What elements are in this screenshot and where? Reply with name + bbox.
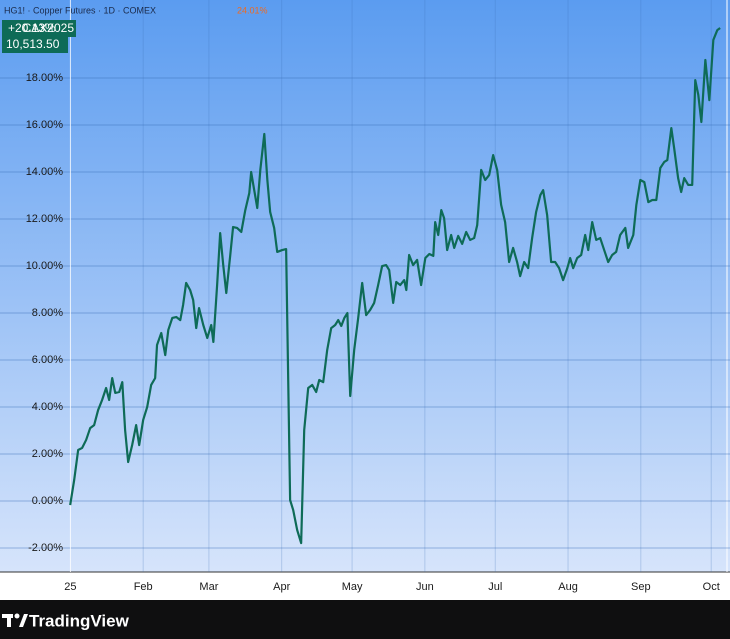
- y-tick-label: 0.00%: [32, 495, 63, 507]
- line: [69, 27, 721, 545]
- footer: [0, 600, 730, 639]
- x-tick-label: Aug: [558, 581, 578, 593]
- grid: [0, 0, 730, 572]
- x-tick-label: Feb: [134, 581, 153, 593]
- x-tick-label: Mar: [199, 581, 218, 593]
- logo-icon: [2, 613, 28, 627]
- y-tick-label: 14.00%: [26, 166, 64, 178]
- y-tick-label: 8.00%: [32, 307, 63, 319]
- x-tick-label: Jul: [488, 581, 502, 593]
- x-axis-background: [0, 572, 730, 600]
- x-tick-label: Oct: [703, 581, 720, 593]
- chart-title: HG1! · Copper Futures · 1D · COMEX: [4, 5, 156, 15]
- x-tick-label: Apr: [273, 581, 290, 593]
- y-tick-label: 10.00%: [26, 260, 64, 272]
- y-tick-label: 18.00%: [26, 72, 64, 84]
- y-tick-label: -2.00%: [28, 542, 63, 554]
- y-tick-label: 6.00%: [32, 354, 63, 366]
- badge-bottom: [2, 37, 68, 53]
- x-tick-label: Sep: [631, 581, 651, 593]
- x-tick-label: 25: [64, 581, 76, 593]
- x-tick-label: May: [342, 581, 363, 593]
- y-tick-label: 12.00%: [26, 213, 64, 225]
- badge-name: CAX2025: [23, 21, 75, 35]
- y-tick-label: 4.00%: [32, 401, 63, 413]
- y-tick-label: 16.00%: [26, 119, 64, 131]
- plot: [69, 27, 721, 545]
- x-tick-label: Jun: [416, 581, 434, 593]
- badge-change: +20.13%: [8, 21, 56, 35]
- y-tick-label: 2.00%: [32, 448, 63, 460]
- badge-top: [2, 20, 76, 37]
- title-value: 24.01%: [237, 5, 268, 15]
- badge-price: 10,513.50: [6, 37, 60, 51]
- brand: TradingView: [29, 611, 130, 630]
- plot-background: [0, 0, 730, 572]
